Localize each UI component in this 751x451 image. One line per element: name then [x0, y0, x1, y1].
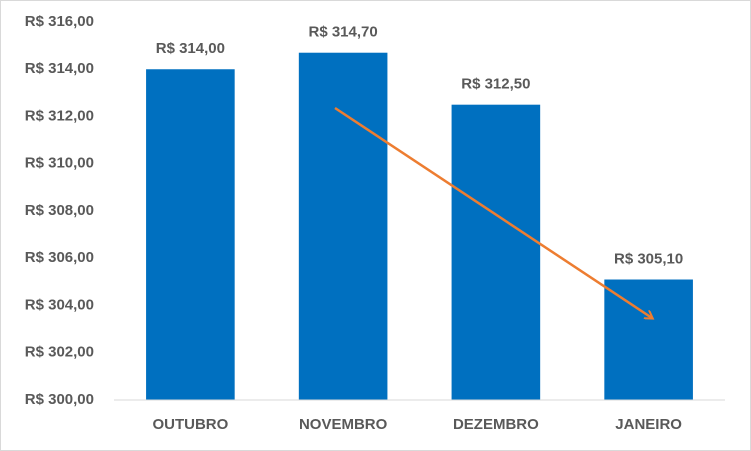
y-tick-label: R$ 312,00 [25, 107, 94, 124]
bar [604, 279, 693, 400]
x-tick-label: DEZEMBRO [453, 416, 539, 433]
bar [146, 69, 235, 400]
y-tick-label: R$ 310,00 [25, 155, 94, 172]
trend-arrow [334, 106, 652, 318]
y-tick-label: R$ 300,00 [25, 391, 94, 408]
x-tick-label: OUTUBRO [152, 416, 228, 433]
y-tick-label: R$ 306,00 [25, 249, 94, 266]
bar [451, 104, 541, 400]
y-tick-label: R$ 302,00 [25, 344, 94, 361]
y-tick-label: R$ 304,00 [25, 296, 94, 313]
y-tick-label: R$ 316,00 [25, 13, 94, 30]
plot: R$ 300,00 R$ 302,00 R$ 304,00 R$ 306,00 R$ 3… [25, 13, 725, 433]
x-tick-label: JANEIRO [615, 416, 682, 433]
y-tick-label: R$ 308,00 [25, 202, 94, 219]
bar [298, 52, 388, 401]
value-label: R$ 314,70 [309, 24, 378, 41]
value-label: R$ 314,00 [156, 40, 225, 57]
y-tick-label: R$ 314,00 [25, 60, 94, 77]
value-label: R$ 305,10 [614, 250, 683, 267]
x-tick-label: NOVEMBRO [299, 416, 388, 433]
value-label: R$ 312,50 [461, 76, 530, 93]
